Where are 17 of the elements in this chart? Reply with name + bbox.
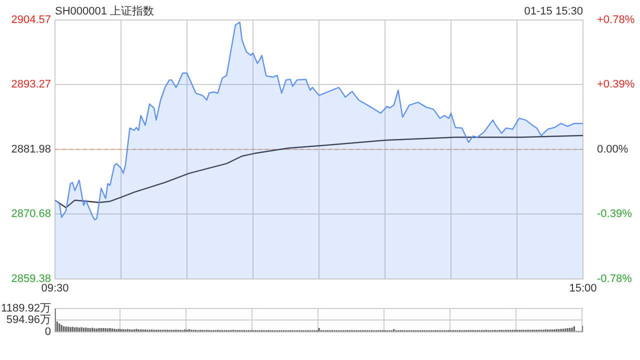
y-tick-label: 594.96万 [6,314,51,326]
y2-tick-label: -0.78% [597,272,632,285]
y-tick-label: 1189.92万 [1,302,51,315]
y2-tick-label: -0.39% [597,208,632,220]
chart-title: SH000001 上证指数 [55,4,154,18]
y2-tick-label: 0.00% [597,143,628,156]
y2-tick-label: +0.78% [597,14,635,26]
y-tick-label: 2881.98 [11,143,51,156]
y-tick-label: 2859.38 [11,272,51,285]
y-tick-label: 2870.68 [11,208,51,220]
x-tick-label: 09:30 [41,282,69,294]
y-tick-label: 2904.57 [11,14,51,26]
y2-tick-label: +0.39% [597,78,635,91]
y-tick-label: 0 [44,326,51,338]
text: 01-15 15:30 [524,6,583,18]
y-tick-label: 2893.27 [11,78,51,91]
x-tick-label: 15:00 [569,282,597,294]
